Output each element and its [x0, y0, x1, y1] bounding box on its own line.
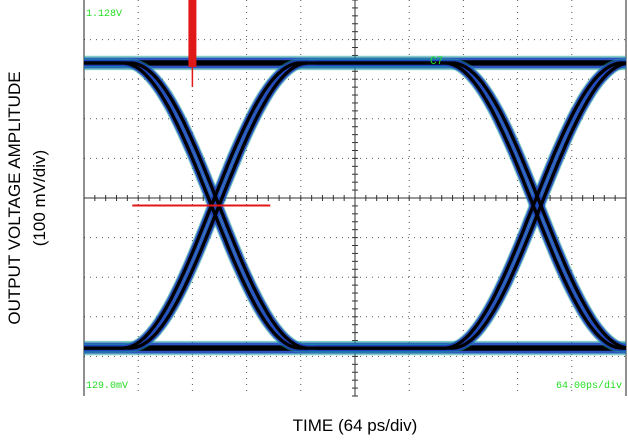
bottom-voltage-readout: 129.0mV: [86, 381, 128, 392]
cursor-markers: [132, 0, 271, 207]
vertical-cursor-marker: [188, 0, 197, 67]
x-axis-label: TIME (64 ps/div): [293, 416, 418, 435]
time-scale-readout: 64.00ps/div: [556, 380, 622, 392]
eye-falling-edge: [316, 61, 626, 350]
y-axis-label-line-1: OUTPUT VOLTAGE AMPLITUDE: [5, 71, 24, 324]
channel-label: C7: [430, 56, 443, 68]
y-axis-label-line-2: (100 mV/div): [30, 150, 49, 246]
top-voltage-readout: 1.128V: [86, 9, 122, 20]
